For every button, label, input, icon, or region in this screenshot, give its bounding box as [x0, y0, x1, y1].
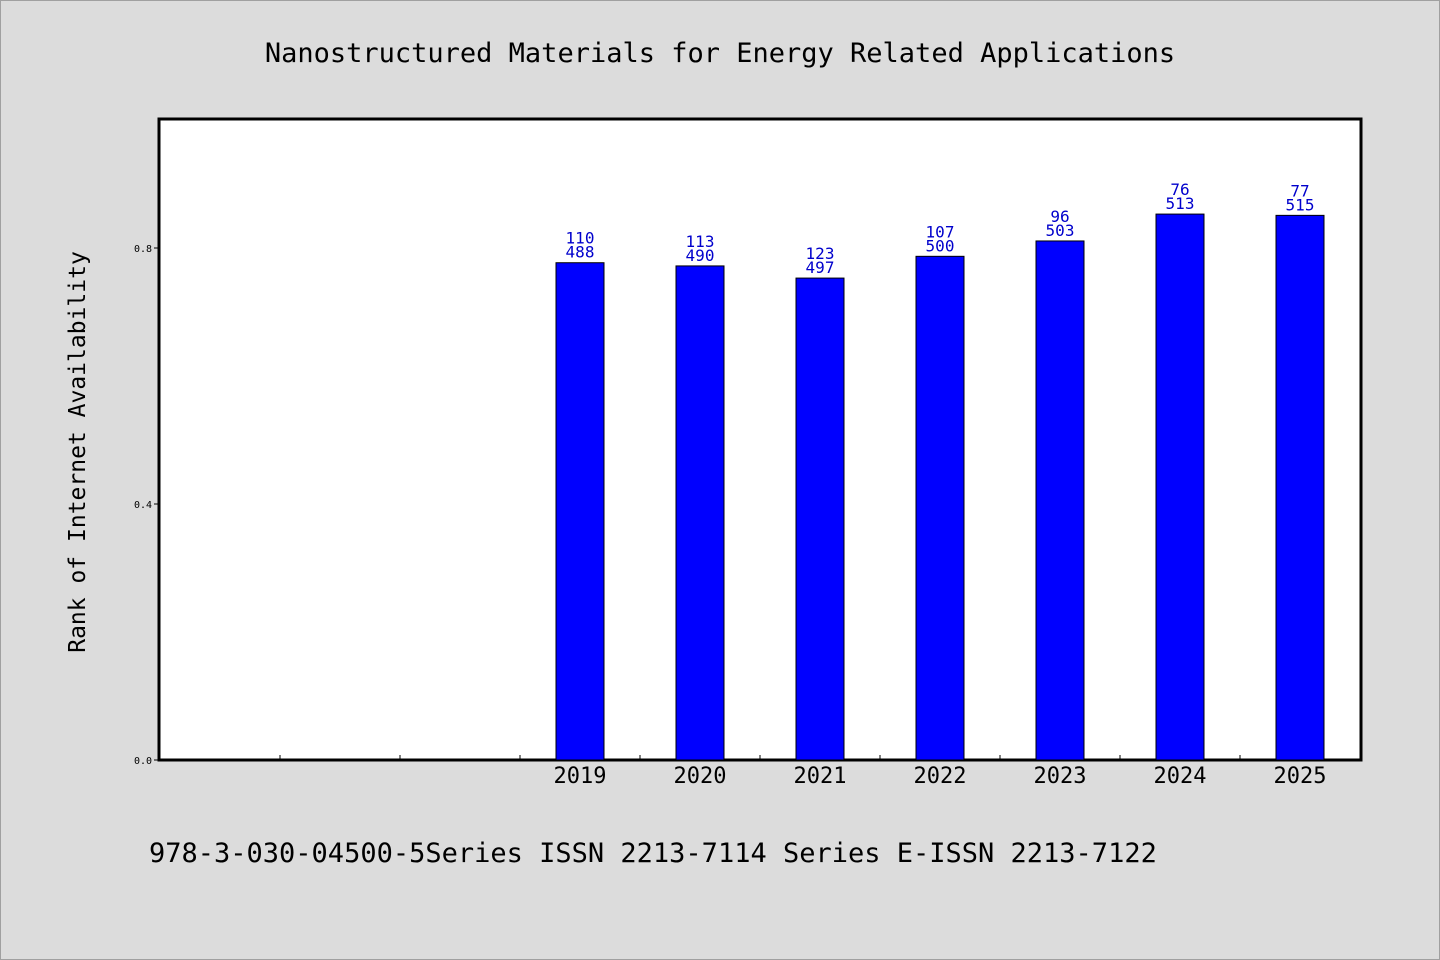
- bar-label-top: 110: [566, 229, 595, 248]
- bar-2024: [1155, 213, 1205, 761]
- bar-2023: [1035, 240, 1085, 761]
- bar-2021: [795, 277, 845, 761]
- x-tick-label: 2022: [914, 764, 967, 789]
- bar-label-bottom: 513: [1166, 194, 1195, 213]
- y-axis-ticks: 0.0 0.4 0.8: [134, 244, 160, 767]
- y-axis-label: Rank of Internet Availability: [65, 251, 91, 653]
- x-tick-label: 2020: [674, 764, 727, 789]
- bar-label-bottom: 490: [686, 246, 715, 265]
- bar-2020: [675, 265, 725, 761]
- bar-2022: [915, 255, 965, 761]
- x-tick-label: 2024: [1154, 764, 1207, 789]
- y-tick-label: 0.4: [134, 500, 152, 511]
- bar-label-bottom: 503: [1046, 221, 1075, 240]
- x-tick-label: 2025: [1274, 764, 1327, 789]
- bar-label-top: 76: [1170, 180, 1189, 199]
- bar-2025: [1275, 214, 1325, 761]
- bar-label-top: 123: [806, 244, 835, 263]
- bars: [555, 213, 1325, 761]
- bar-label-top: 107: [926, 222, 955, 241]
- bar-label-bottom: 497: [806, 258, 835, 277]
- x-axis-ticks: [279, 755, 1241, 760]
- bar-2019: [555, 262, 605, 761]
- y-tick-label: 0.0: [134, 756, 152, 767]
- x-tick-label: 2021: [794, 764, 847, 789]
- bar-label-top: 77: [1290, 181, 1309, 200]
- x-tick-labels: 2019 2020 2021 2022 2023 2024 2025: [554, 764, 1327, 789]
- x-tick-label: 2023: [1034, 764, 1087, 789]
- bar-label-bottom: 500: [926, 236, 955, 255]
- footer-text: 978-3-030-04500-5Series ISSN 2213-7114 S…: [149, 838, 1157, 869]
- y-tick-label: 0.8: [134, 244, 152, 255]
- bar-label-top: 96: [1050, 207, 1069, 226]
- bar-label-top: 113: [686, 232, 715, 251]
- bar-label-bottom: 488: [566, 243, 595, 262]
- bar-label-bottom: 515: [1286, 195, 1315, 214]
- chart-title: Nanostructured Materials for Energy Rela…: [265, 38, 1175, 69]
- x-tick-label: 2019: [554, 764, 607, 789]
